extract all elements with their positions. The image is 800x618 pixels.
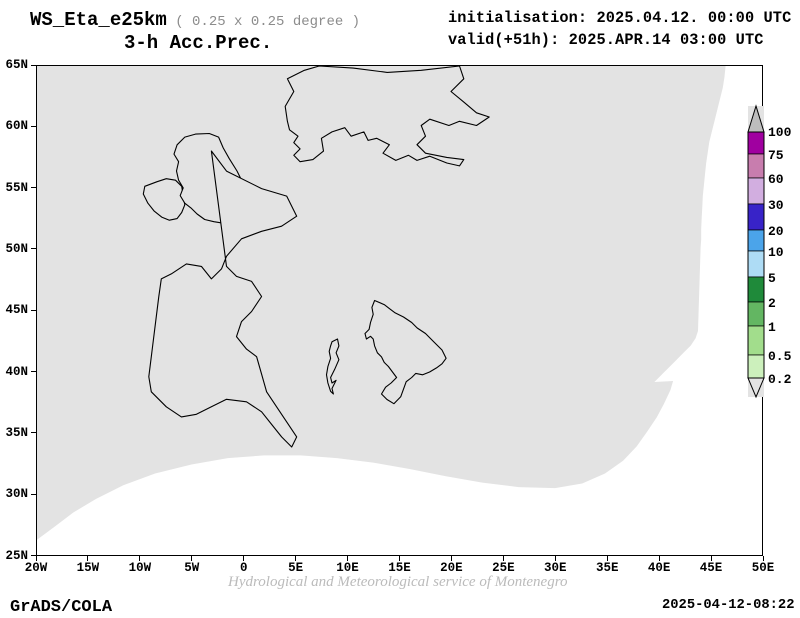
svg-text:100: 100 — [768, 125, 792, 140]
svg-text:60: 60 — [768, 172, 784, 187]
svg-text:75: 75 — [768, 148, 784, 163]
svg-text:0.5: 0.5 — [768, 349, 792, 364]
svg-text:20: 20 — [768, 224, 784, 239]
svg-text:0.2: 0.2 — [768, 372, 792, 387]
svg-text:30: 30 — [768, 198, 784, 213]
svg-text:1: 1 — [768, 320, 776, 335]
svg-text:10: 10 — [768, 245, 784, 260]
svg-text:5: 5 — [768, 271, 776, 286]
svg-text:2: 2 — [768, 296, 776, 311]
